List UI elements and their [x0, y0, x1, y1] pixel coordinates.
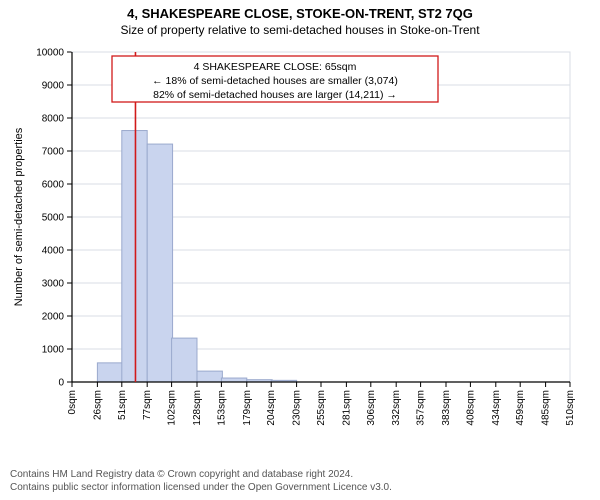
x-tick-label: 383sqm: [441, 390, 452, 426]
x-tick-label: 485sqm: [541, 390, 552, 426]
x-tick-label: 357sqm: [416, 390, 427, 426]
x-tick-label: 332sqm: [391, 390, 402, 426]
x-tick-label: 26sqm: [92, 390, 103, 420]
x-tick-label: 510sqm: [565, 390, 576, 426]
x-tick-label: 230sqm: [292, 390, 303, 426]
histogram-bar: [172, 338, 197, 382]
x-tick-label: 255sqm: [316, 390, 327, 426]
x-tick-label: 434sqm: [491, 390, 502, 426]
y-tick-label: 4000: [42, 246, 65, 257]
annotation-line: ← 18% of semi-detached houses are smalle…: [152, 75, 398, 87]
x-tick-label: 51sqm: [117, 390, 128, 420]
x-tick-label: 0sqm: [67, 390, 78, 414]
x-tick-label: 153sqm: [216, 390, 227, 426]
chart-container: 0 1000 2000 3000 4000 5000 6000 7000 8000 9000 100…: [0, 0, 600, 430]
y-axis-label: Number of semi-detached properties: [13, 127, 25, 306]
annotation-line: 82% of semi-detached houses are larger (…: [153, 89, 397, 101]
x-tick-label: 204sqm: [266, 390, 277, 426]
annotation-line: 4 SHAKESPEARE CLOSE: 65sqm: [194, 61, 357, 73]
histogram-chart: 0 1000 2000 3000 4000 5000 6000 7000 8000 9000 100…: [0, 0, 600, 430]
y-tick-label: 3000: [42, 279, 65, 290]
y-tick-label: 8000: [42, 114, 65, 125]
footer-attribution: Contains HM Land Registry data © Crown c…: [10, 469, 590, 494]
x-tick-label: 179sqm: [242, 390, 253, 426]
y-tick-label: 2000: [42, 312, 65, 323]
y-tick-label: 10000: [36, 48, 64, 59]
histogram-bar: [122, 131, 147, 382]
histogram-bar: [97, 363, 122, 382]
y-tick-label: 9000: [42, 81, 65, 92]
y-tick-label: 6000: [42, 180, 65, 191]
y-tick-label: 1000: [42, 345, 65, 356]
x-tick-label: 281sqm: [341, 390, 352, 426]
x-tick-label: 77sqm: [142, 390, 153, 420]
x-tick-label: 459sqm: [515, 390, 526, 426]
y-tick-label: 0: [58, 378, 64, 389]
y-tick-label: 5000: [42, 213, 65, 224]
footer-line-1: Contains HM Land Registry data © Crown c…: [10, 469, 590, 482]
x-tick-label: 128sqm: [192, 390, 203, 426]
x-tick-label: 408sqm: [465, 390, 476, 426]
histogram-bar: [197, 371, 222, 382]
y-tick-label: 7000: [42, 147, 65, 158]
x-tick-label: 102sqm: [167, 390, 178, 426]
histogram-bar: [147, 144, 172, 382]
footer-line-2: Contains public sector information licen…: [10, 482, 590, 495]
x-tick-label: 306sqm: [366, 390, 377, 426]
